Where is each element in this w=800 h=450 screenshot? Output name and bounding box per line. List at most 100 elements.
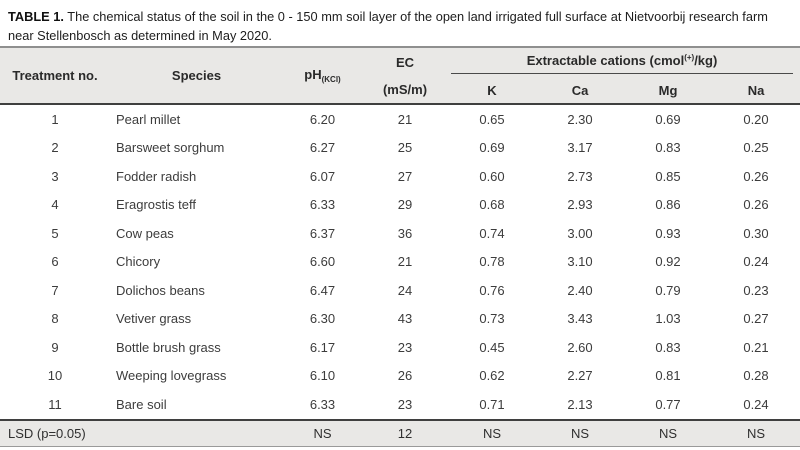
cell-ph: 6.07: [283, 162, 362, 191]
cell-ph: 6.17: [283, 333, 362, 362]
table-row: 6 Chicory 6.60 21 0.78 3.10 0.92 0.24: [0, 247, 800, 276]
cell-ph: 6.33: [283, 190, 362, 219]
cell-species: Weeping lovegrass: [110, 361, 283, 390]
table-row: 9 Bottle brush grass 6.17 23 0.45 2.60 0.83 0.2…: [0, 333, 800, 362]
cell-ca: 2.40: [536, 276, 624, 305]
cell-na: 0.30: [712, 219, 800, 248]
ph-subscript: (KCl): [321, 75, 341, 84]
table-row: 5 Cow peas 6.37 36 0.74 3.00 0.93 0.30: [0, 219, 800, 248]
cell-ec: 26: [362, 361, 448, 390]
cell-na: 0.27: [712, 304, 800, 333]
cell-species: Fodder radish: [110, 162, 283, 191]
cell-mg: 0.92: [624, 247, 712, 276]
lsd-na: NS: [712, 418, 800, 447]
lsd-k: NS: [448, 418, 536, 447]
cell-ca: 2.60: [536, 333, 624, 362]
cell-ca: 3.17: [536, 133, 624, 162]
cell-mg: 0.86: [624, 190, 712, 219]
column-header-ph: pH(KCl): [283, 47, 362, 105]
cell-ph: 6.60: [283, 247, 362, 276]
table-row: 1 Pearl millet 6.20 21 0.65 2.30 0.69 0.20: [0, 104, 800, 134]
cell-na: 0.24: [712, 390, 800, 420]
cell-mg: 0.79: [624, 276, 712, 305]
cell-ec: 43: [362, 304, 448, 333]
column-header-ec: EC (mS/m): [362, 47, 448, 105]
cell-k: 0.73: [448, 304, 536, 333]
cell-ec: 21: [362, 104, 448, 134]
cell-mg: 0.69: [624, 104, 712, 134]
cell-ca: 3.43: [536, 304, 624, 333]
cell-treatment-no: 3: [0, 162, 110, 191]
cell-k: 0.69: [448, 133, 536, 162]
cell-species: Vetiver grass: [110, 304, 283, 333]
cell-ph: 6.27: [283, 133, 362, 162]
column-header-species: Species: [110, 47, 283, 105]
cell-k: 0.45: [448, 333, 536, 362]
cell-species: Barsweet sorghum: [110, 133, 283, 162]
lsd-ca: NS: [536, 418, 624, 447]
cell-na: 0.24: [712, 247, 800, 276]
cell-treatment-no: 1: [0, 104, 110, 134]
cell-mg: 0.83: [624, 333, 712, 362]
cell-ph: 6.47: [283, 276, 362, 305]
cell-na: 0.28: [712, 361, 800, 390]
cell-k: 0.68: [448, 190, 536, 219]
table-row: 2 Barsweet sorghum 6.27 25 0.69 3.17 0.83 0.25: [0, 133, 800, 162]
cell-treatment-no: 4: [0, 190, 110, 219]
cell-na: 0.23: [712, 276, 800, 305]
cell-species: Eragrostis teff: [110, 190, 283, 219]
cell-species: Pearl millet: [110, 104, 283, 134]
table-row: 10 Weeping lovegrass 6.10 26 0.62 2.27 0.81 0.2…: [0, 361, 800, 390]
cell-k: 0.76: [448, 276, 536, 305]
cell-ca: 2.13: [536, 390, 624, 420]
cell-k: 0.78: [448, 247, 536, 276]
cell-ca: 3.00: [536, 219, 624, 248]
cell-ph: 6.10: [283, 361, 362, 390]
cell-ca: 2.30: [536, 104, 624, 134]
extractable-cations-label: Extractable cations (cmol(+)/kg): [451, 51, 793, 74]
lsd-label: LSD (p=0.05): [0, 418, 283, 447]
cell-treatment-no: 9: [0, 333, 110, 362]
cell-mg: 0.83: [624, 133, 712, 162]
cell-ca: 2.93: [536, 190, 624, 219]
cell-ca: 2.73: [536, 162, 624, 191]
cell-ph: 6.37: [283, 219, 362, 248]
cell-ph: 6.30: [283, 304, 362, 333]
cell-treatment-no: 11: [0, 390, 110, 420]
table-row: 11 Bare soil 6.33 23 0.71 2.13 0.77 0.24: [0, 390, 800, 420]
cell-k: 0.65: [448, 104, 536, 134]
cations-superscript: (+): [684, 53, 695, 62]
cell-species: Chicory: [110, 247, 283, 276]
table-row: 8 Vetiver grass 6.30 43 0.73 3.43 1.03 0.27: [0, 304, 800, 333]
lsd-ec: 12: [362, 418, 448, 447]
cell-mg: 0.85: [624, 162, 712, 191]
cell-species: Bottle brush grass: [110, 333, 283, 362]
cell-ec: 23: [362, 333, 448, 362]
cell-ec: 21: [362, 247, 448, 276]
cell-ec: 27: [362, 162, 448, 191]
cell-species: Dolichos beans: [110, 276, 283, 305]
cell-treatment-no: 8: [0, 304, 110, 333]
cell-mg: 1.03: [624, 304, 712, 333]
cell-treatment-no: 2: [0, 133, 110, 162]
cell-ca: 2.27: [536, 361, 624, 390]
lsd-row: LSD (p=0.05) NS 12 NS NS NS NS: [0, 418, 800, 447]
cell-ec: 25: [362, 133, 448, 162]
ph-label: pH: [304, 67, 322, 82]
column-group-extractable-cations: Extractable cations (cmol(+)/kg): [448, 47, 800, 77]
cell-mg: 0.93: [624, 219, 712, 248]
ec-label: EC: [395, 54, 415, 70]
cell-k: 0.62: [448, 361, 536, 390]
cell-treatment-no: 10: [0, 361, 110, 390]
soil-status-table: Treatment no. Species pH(KCl) EC (mS/m) …: [0, 46, 800, 447]
cell-mg: 0.81: [624, 361, 712, 390]
cell-ec: 24: [362, 276, 448, 305]
cations-unit-end: /kg): [694, 53, 718, 68]
cell-na: 0.26: [712, 190, 800, 219]
table-caption: TABLE 1. The chemical status of the soil…: [0, 0, 800, 46]
table-body: 1 Pearl millet 6.20 21 0.65 2.30 0.69 0.20 2 Bars…: [0, 104, 800, 420]
table-row: 3 Fodder radish 6.07 27 0.60 2.73 0.85 0.26: [0, 162, 800, 191]
cell-na: 0.20: [712, 104, 800, 134]
cell-ca: 3.10: [536, 247, 624, 276]
